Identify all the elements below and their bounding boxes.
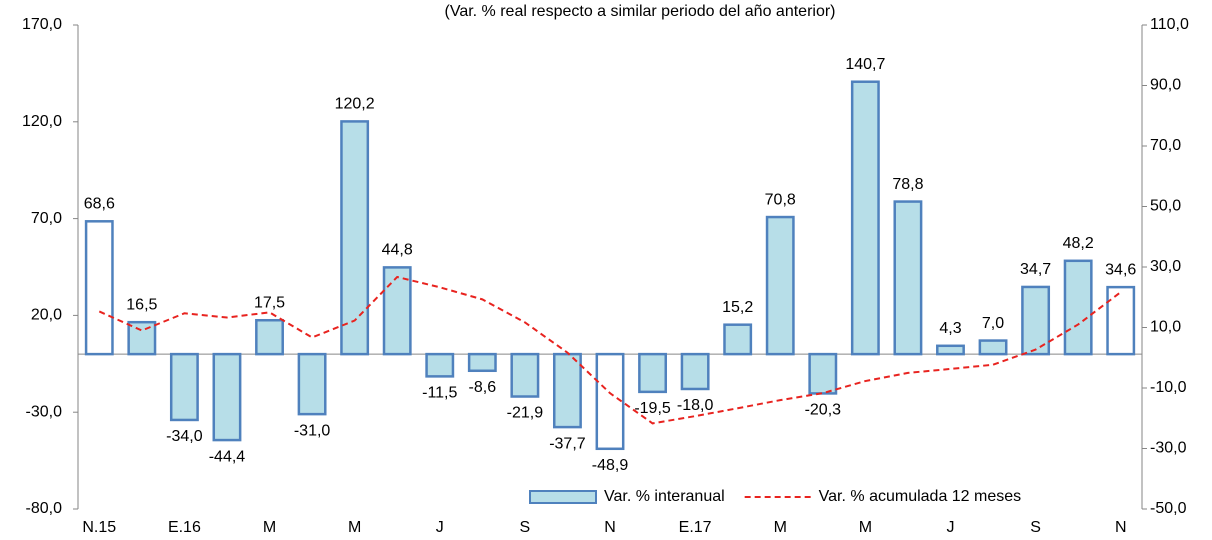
value-label: 68,6 <box>84 196 115 213</box>
bar <box>425 352 455 378</box>
value-label: 4,3 <box>939 320 961 337</box>
bar <box>680 352 710 391</box>
bar <box>638 352 668 394</box>
x-tick-label: N <box>604 519 616 536</box>
bar <box>382 266 412 356</box>
line <box>98 275 1122 425</box>
value-label: -11,5 <box>422 385 457 402</box>
bar <box>850 80 880 356</box>
x-tick-label: J <box>946 519 954 536</box>
y2-tick-label: 30,0 <box>1150 258 1181 275</box>
bar <box>127 320 157 356</box>
y-tick-label: -80,0 <box>26 500 63 517</box>
x-tick-label: E.16 <box>168 519 201 536</box>
bar <box>297 352 327 416</box>
value-label: 78,8 <box>892 176 923 193</box>
bar <box>1021 285 1051 356</box>
y2-tick-label: -50,0 <box>1150 500 1187 517</box>
y2-tick-label: -30,0 <box>1150 440 1187 457</box>
bar <box>723 323 753 356</box>
bar <box>510 352 540 398</box>
bar <box>255 318 284 356</box>
x-tick-label: M <box>774 519 787 536</box>
value-label: 120,2 <box>335 96 375 113</box>
bar <box>595 352 625 451</box>
value-label: -21,9 <box>507 405 544 422</box>
y-tick-label: -30,0 <box>26 403 63 420</box>
value-label: -37,7 <box>549 435 586 452</box>
value-label: 34,6 <box>1105 261 1136 278</box>
value-label: -44,4 <box>209 448 246 465</box>
y2-tick-label: 50,0 <box>1150 198 1181 215</box>
bar <box>765 215 795 356</box>
value-label: 7,0 <box>982 315 1004 332</box>
value-label: -34,0 <box>166 428 203 445</box>
chart-title: (Var. % real respecto a similar periodo … <box>445 3 836 20</box>
legend-swatch <box>529 490 597 504</box>
value-label: 70,8 <box>765 191 796 208</box>
x-tick-label: S <box>520 519 531 536</box>
bar <box>893 200 923 356</box>
legend-label: Var. % interanual <box>604 488 725 505</box>
y2-tick-label: 70,0 <box>1150 137 1181 154</box>
y-tick-label: 170,0 <box>22 16 62 33</box>
legend-label: Var. % acumulada 12 meses <box>819 488 1021 505</box>
value-label: 15,2 <box>722 299 753 316</box>
bar <box>212 352 242 442</box>
y-tick-label: 20,0 <box>31 307 62 324</box>
bar <box>340 120 370 356</box>
value-label: -18,0 <box>677 397 714 414</box>
value-label: 140,7 <box>845 56 885 73</box>
x-tick-label: M <box>859 519 872 536</box>
bar <box>552 352 582 429</box>
y2-tick-label: 90,0 <box>1150 77 1181 94</box>
x-tick-label: M <box>348 519 361 536</box>
value-label: 34,7 <box>1020 261 1051 278</box>
value-label: 48,2 <box>1063 235 1094 252</box>
y2-tick-label: -10,0 <box>1150 379 1187 396</box>
y2-tick-label: 10,0 <box>1150 319 1181 336</box>
bar <box>1063 259 1093 356</box>
x-tick-label: N.15 <box>82 519 116 536</box>
bar <box>936 344 965 356</box>
y-tick-label: 120,0 <box>22 113 62 130</box>
x-tick-label: M <box>263 519 276 536</box>
y2-tick-label: 110,0 <box>1150 16 1189 33</box>
x-tick-label: E.17 <box>679 519 712 536</box>
x-tick-label: S <box>1030 519 1041 536</box>
x-tick-label: N <box>1115 519 1127 536</box>
y-tick-label: 70,0 <box>31 210 62 227</box>
value-label: 16,5 <box>126 296 157 313</box>
value-label: -19,5 <box>634 400 671 417</box>
value-label: -8,6 <box>469 379 497 396</box>
bar <box>808 352 838 395</box>
bar <box>1106 285 1136 356</box>
bar <box>84 220 114 356</box>
value-label: -20,3 <box>805 402 842 419</box>
value-label: 17,5 <box>254 294 285 311</box>
value-label: -31,0 <box>294 422 331 439</box>
value-label: 44,8 <box>382 242 413 259</box>
x-tick-label: J <box>436 519 444 536</box>
bar <box>467 352 497 373</box>
value-label: -48,9 <box>592 457 629 474</box>
bar <box>169 352 199 422</box>
bar <box>978 339 1008 356</box>
